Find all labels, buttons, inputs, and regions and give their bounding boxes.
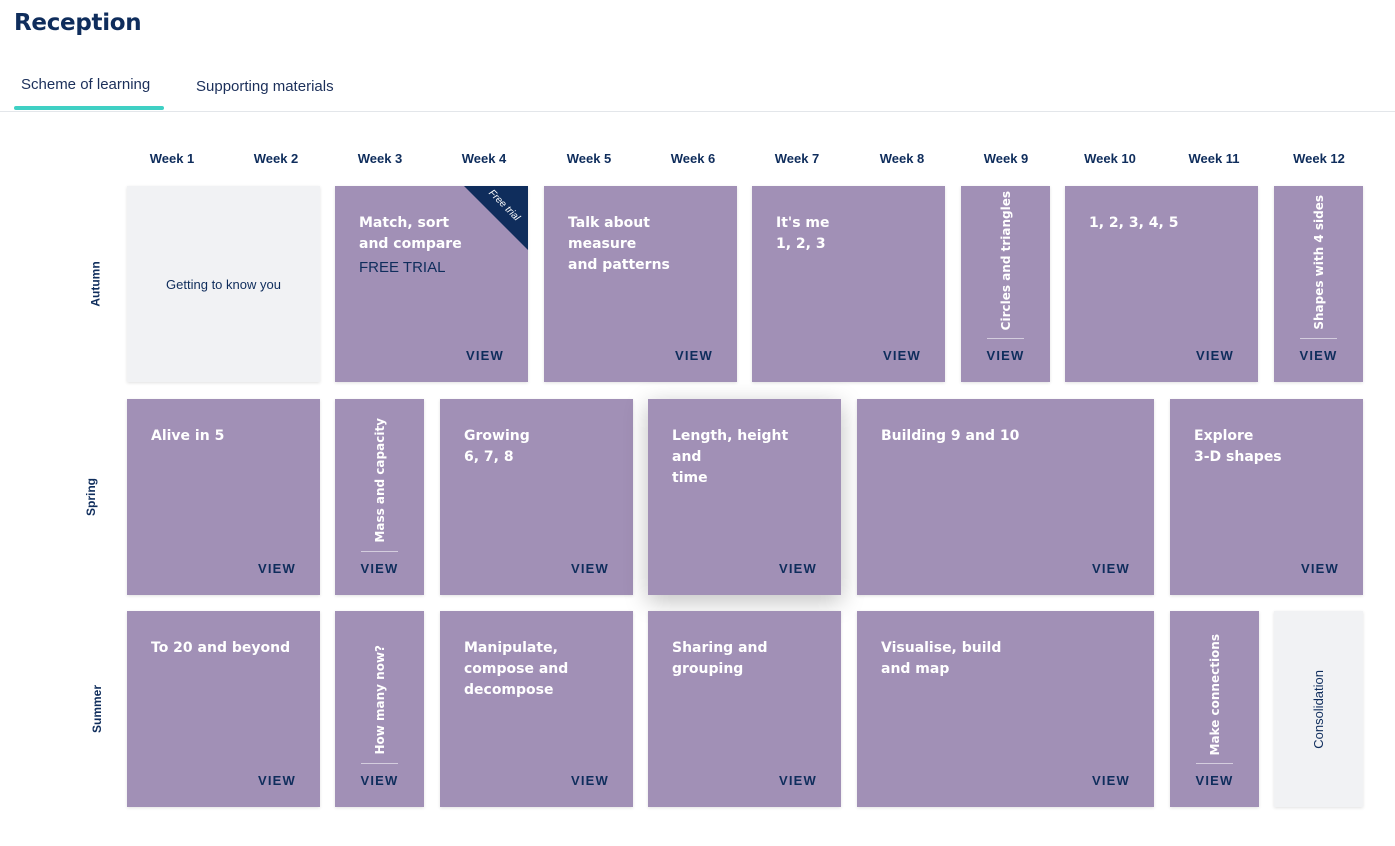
divider [361,763,398,764]
divider [1196,763,1233,764]
card-title: Manipulate, compose and decompose [464,640,569,698]
card-title: Length, height and time [672,428,789,486]
week-header-2: Week 2 [253,151,299,166]
card-title: Visualise, build and map [881,640,1002,677]
card-shapes-with-4-sides[interactable]: Shapes with 4 sides VIEW [1274,186,1363,382]
card-getting-to-know-you: Getting to know you [127,186,320,382]
page-title: Reception [14,10,142,36]
card-mass-and-capacity[interactable]: Mass and capacity VIEW [335,399,424,595]
view-link[interactable]: VIEW [360,561,399,576]
card-consolidation: Consolidation [1274,611,1363,807]
card-title: Shapes with 4 sides [1311,195,1326,330]
card-title: 1, 2, 3, 4, 5 [1089,215,1179,231]
card-growing-6-7-8[interactable]: Growing 6, 7, 8 VIEW [440,399,633,595]
card-title: Circles and triangles [998,190,1013,330]
view-link[interactable]: VIEW [1091,773,1130,788]
free-trial-ribbon: Free trial [464,186,528,250]
card-title: It's me 1, 2, 3 [776,215,830,252]
card-to-20-and-beyond[interactable]: To 20 and beyond VIEW [127,611,320,807]
card-alive-in-5[interactable]: Alive in 5 VIEW [127,399,320,595]
term-label-summer: Summer [90,684,104,734]
card-explore-3d-shapes[interactable]: Explore 3-D shapes VIEW [1170,399,1363,595]
card-title: Alive in 5 [151,428,225,444]
view-link[interactable]: VIEW [778,773,817,788]
divider [1300,338,1337,339]
tab-bar: Scheme of learning Supporting materials [0,62,1395,112]
week-header-4: Week 4 [461,151,507,166]
card-title: To 20 and beyond [151,640,291,656]
week-header-1: Week 1 [149,151,195,166]
free-trial-label: FREE TRIAL [359,259,446,276]
card-circles-triangles[interactable]: Circles and triangles VIEW [961,186,1050,382]
card-manipulate-compose-decompose[interactable]: Manipulate, compose and decompose VIEW [440,611,633,807]
divider [361,551,398,552]
card-visualise-build-map[interactable]: Visualise, build and map VIEW [857,611,1154,807]
view-link[interactable]: VIEW [1299,348,1338,363]
week-header-3: Week 3 [357,151,403,166]
week-header-7: Week 7 [774,151,820,166]
view-link[interactable]: VIEW [257,561,296,576]
card-title: Make connections [1207,633,1222,756]
card-title: Explore 3-D shapes [1194,428,1282,465]
card-title: Mass and capacity [372,418,387,543]
view-link[interactable]: VIEW [570,561,609,576]
week-header-9: Week 9 [983,151,1029,166]
card-sharing-and-grouping[interactable]: Sharing and grouping VIEW [648,611,841,807]
card-label: Consolidation [1311,669,1326,749]
view-link[interactable]: VIEW [1091,561,1130,576]
view-link[interactable]: VIEW [1195,773,1234,788]
card-make-connections[interactable]: Make connections VIEW [1170,611,1259,807]
week-header-5: Week 5 [566,151,612,166]
card-1-2-3-4-5[interactable]: 1, 2, 3, 4, 5 VIEW [1065,186,1258,382]
week-header-6: Week 6 [670,151,716,166]
card-title: Growing 6, 7, 8 [464,428,530,465]
card-match-sort-compare[interactable]: Match, sort and compare FREE TRIAL Free … [335,186,528,382]
card-length-height-time[interactable]: Length, height and time VIEW [648,399,841,595]
view-link[interactable]: VIEW [360,773,399,788]
view-link[interactable]: VIEW [778,561,817,576]
tab-scheme-of-learning[interactable]: Scheme of learning [21,76,151,93]
term-label-autumn: Autumn [89,261,104,307]
view-link[interactable]: VIEW [986,348,1025,363]
view-link[interactable]: VIEW [257,773,296,788]
view-link[interactable]: VIEW [1300,561,1339,576]
week-header-8: Week 8 [879,151,925,166]
view-link[interactable]: VIEW [882,348,921,363]
week-header-10: Week 10 [1084,151,1136,166]
card-its-me[interactable]: It's me 1, 2, 3 VIEW [752,186,945,382]
card-title: Match, sort and compare [359,215,462,252]
view-link[interactable]: VIEW [1195,348,1234,363]
card-building-9-and-10[interactable]: Building 9 and 10 VIEW [857,399,1154,595]
card-how-many-now[interactable]: How many now? VIEW [335,611,424,807]
card-title: Talk about measure and patterns [568,215,670,273]
view-link[interactable]: VIEW [465,348,504,363]
view-link[interactable]: VIEW [570,773,609,788]
card-talk-about-measure[interactable]: Talk about measure and patterns VIEW [544,186,737,382]
card-title: Building 9 and 10 [881,428,1020,444]
card-title: How many now? [372,645,387,755]
active-tab-indicator [14,106,164,110]
divider [987,338,1024,339]
tab-supporting-materials[interactable]: Supporting materials [196,78,334,95]
week-header-12: Week 12 [1293,151,1345,166]
card-title: Sharing and grouping [672,640,768,677]
term-label-spring: Spring [84,478,98,516]
card-label: Getting to know you [166,276,281,292]
view-link[interactable]: VIEW [674,348,713,363]
week-header-11: Week 11 [1188,151,1240,166]
